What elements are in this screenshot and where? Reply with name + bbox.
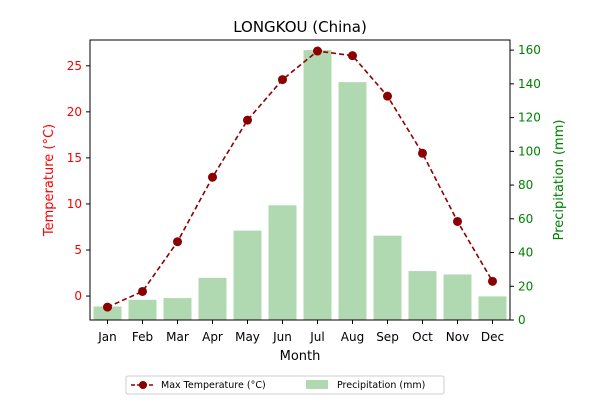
precip-bar-feb: [128, 299, 157, 320]
x-tick-label: Aug: [341, 330, 364, 344]
left-tick-label: 10: [67, 197, 82, 211]
legend-line-marker: [139, 381, 147, 389]
x-tick-label: Feb: [132, 330, 153, 344]
precip-bar-mar: [163, 298, 192, 320]
right-tick-label: 60: [518, 212, 533, 226]
x-tick-label: Mar: [166, 330, 189, 344]
right-tick-label: 80: [518, 178, 533, 192]
temp-point-apr: [208, 172, 217, 182]
left-tick-label: 0: [74, 289, 82, 303]
x-tick-label: May: [235, 330, 260, 344]
right-tick-label: 100: [518, 144, 541, 158]
right-axis-label: Precipitation (mm): [552, 120, 567, 241]
temp-point-jan: [103, 302, 112, 312]
temp-point-mar: [173, 237, 182, 247]
temp-point-aug: [348, 51, 357, 61]
left-tick-label: 15: [67, 151, 82, 165]
x-tick-label: Jul: [309, 330, 324, 344]
precip-bar-may: [233, 230, 262, 320]
temp-point-jun: [278, 75, 287, 85]
temp-point-feb: [138, 286, 147, 296]
legend-box: [125, 375, 445, 395]
right-tick-label: 20: [518, 279, 533, 293]
precip-bar-jan: [93, 306, 122, 320]
left-tick-label: 20: [67, 105, 82, 119]
chart-title: LONGKOU (China): [233, 18, 367, 36]
precip-bar-dec: [478, 296, 507, 320]
temperature-line: [103, 46, 497, 312]
legend-bar-swatch: [306, 380, 328, 389]
left-axis-label: Temperature (°C): [42, 124, 57, 237]
x-tick-label: Jun: [272, 330, 292, 344]
precip-bar-jun: [268, 205, 297, 320]
right-tick-label: 40: [518, 246, 533, 260]
x-tick-label: Oct: [412, 330, 433, 344]
precip-bar-jul: [303, 50, 332, 320]
precip-bar-nov: [443, 274, 472, 320]
precip-bar-aug: [338, 82, 367, 321]
x-tick-label: Jan: [97, 330, 117, 344]
x-tick-label: Nov: [446, 330, 469, 344]
x-tick-label: Dec: [481, 330, 504, 344]
left-tick-label: 25: [67, 59, 82, 73]
temp-point-nov: [453, 216, 462, 226]
x-axis-label: Month: [280, 349, 321, 364]
temp-point-jul: [313, 46, 322, 56]
precip-bar-sep: [373, 235, 402, 320]
precipitation-bars: [93, 50, 507, 321]
temp-point-dec: [488, 276, 497, 286]
precip-bar-apr: [198, 277, 227, 320]
temp-point-sep: [383, 91, 392, 101]
right-tick-label: 120: [518, 111, 541, 125]
x-tick-label: Sep: [376, 330, 399, 344]
temp-point-oct: [418, 148, 427, 158]
right-tick-label: 160: [518, 43, 541, 57]
temp-point-may: [243, 115, 252, 125]
left-tick-label: 5: [74, 243, 82, 257]
plot-frame: [89, 39, 511, 321]
axes: 0 5 10 15 20 25 0 20 40 60 80 100 120 140 160 Jan Feb Mar…: [67, 39, 541, 344]
right-tick-label: 140: [518, 77, 541, 91]
precip-bar-oct: [408, 271, 437, 320]
x-tick-label: Apr: [202, 330, 223, 344]
legend-label-precipitation: Precipitation (mm): [337, 380, 425, 391]
temperature-series-line: [107, 50, 494, 308]
legend-label-temperature: Max Temperature (°C): [161, 380, 266, 391]
right-tick-label: 0: [518, 313, 526, 327]
legend: Max Temperature (°C) Precipitation (mm): [125, 375, 445, 395]
